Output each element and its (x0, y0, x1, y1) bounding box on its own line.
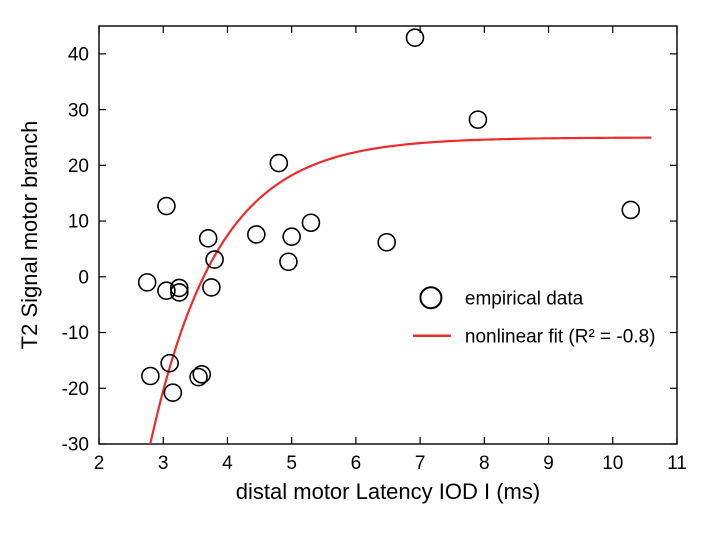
scatter-chart: 2 3 4 5 6 7 8 9 10 11 -30 -20 -10 0 10 20 30 40 distal mot… (0, 0, 715, 529)
x-tick-label: 11 (667, 453, 687, 474)
x-tick-label: 8 (479, 453, 490, 474)
y-tick-label: -20 (62, 379, 89, 400)
legend-label: nonlinear fit (R² = -0.8) (465, 326, 656, 347)
legend-label: empirical data (465, 288, 584, 309)
y-tick-label: 40 (68, 45, 89, 66)
x-tick-label: 7 (415, 453, 426, 474)
x-tick-label: 9 (543, 453, 554, 474)
y-tick-label: 0 (78, 267, 89, 288)
chart-container: 2 3 4 5 6 7 8 9 10 11 -30 -20 -10 0 10 20 30 40 distal mot… (0, 0, 715, 529)
x-tick-label: 6 (351, 453, 362, 474)
x-tick-label: 4 (222, 453, 233, 474)
x-tick-label: 5 (286, 453, 297, 474)
y-axis-title: T2 Signal motor branch (17, 121, 42, 350)
x-tick-label: 10 (602, 453, 623, 474)
y-tick-label: 30 (68, 100, 89, 121)
y-tick-label: 20 (68, 156, 89, 177)
y-tick-label: -10 (62, 323, 89, 344)
y-tick-label: 10 (68, 212, 89, 233)
x-axis-title: distal motor Latency IOD I (ms) (236, 479, 540, 504)
x-tick-label: 3 (158, 453, 169, 474)
y-tick-label: -30 (62, 435, 89, 456)
plot-frame (99, 26, 677, 444)
x-tick-label: 2 (94, 453, 105, 474)
